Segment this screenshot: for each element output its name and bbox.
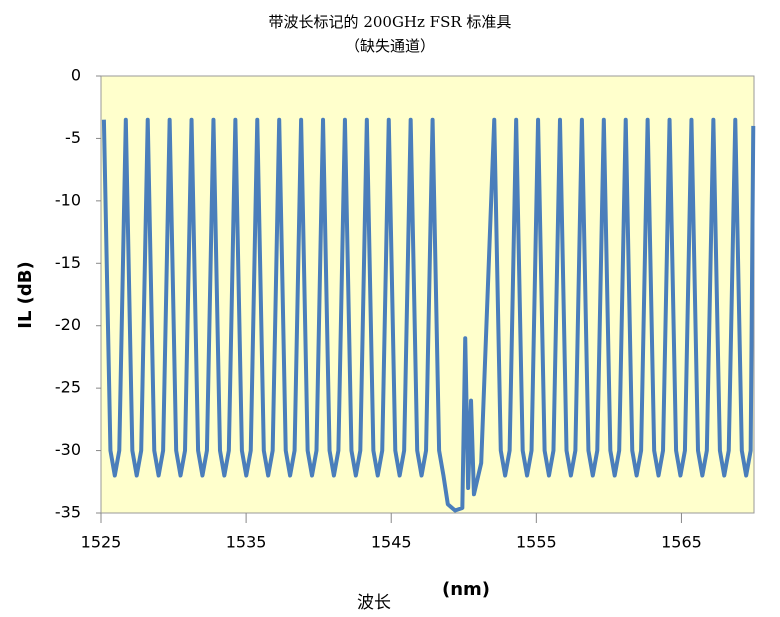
line-series <box>101 117 756 513</box>
y-tick-label: 0 <box>71 66 81 85</box>
y-tick-label: -20 <box>55 315 81 334</box>
chart-title: 带波长标记的 200GHz FSR 标准具 <box>269 13 512 31</box>
x-tick-label: 1555 <box>516 533 557 552</box>
x-tick-label: 1535 <box>226 533 267 552</box>
chart-subtitle: （缺失通道） <box>345 37 435 55</box>
y-tick-label: -35 <box>55 503 81 522</box>
x-tick-label: 1565 <box>661 533 702 552</box>
y-axis-label: IL (dB) <box>15 261 36 329</box>
y-tick-label: -5 <box>65 128 81 147</box>
y-tick-label: -10 <box>55 190 81 209</box>
x-axis-label: (nm) <box>442 579 490 600</box>
x-tick-label: 1545 <box>371 533 412 552</box>
x-tick-label: 1525 <box>81 533 122 552</box>
y-tick-label: -15 <box>55 253 81 272</box>
x-axis-label-zh: 波长 <box>357 593 391 613</box>
y-tick-label: -30 <box>55 440 81 459</box>
y-tick-label: -25 <box>55 378 81 397</box>
